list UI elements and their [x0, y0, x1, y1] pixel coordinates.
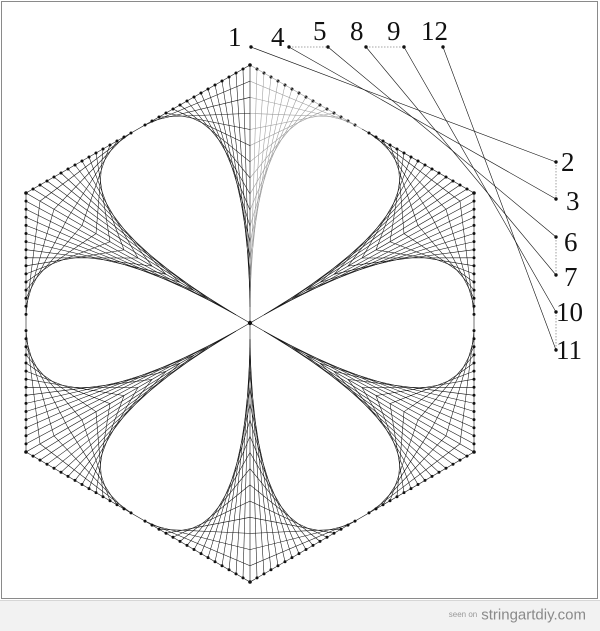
- guide-thread: [251, 47, 556, 162]
- guide-pin: [554, 273, 557, 276]
- guide-pin: [554, 160, 557, 163]
- guide-thread: [289, 47, 556, 199]
- thread-line: [250, 97, 306, 194]
- thread-line: [82, 388, 138, 485]
- guide-pin: [287, 45, 290, 48]
- thread-line: [250, 521, 355, 566]
- string-art-diagram: 1 4 5 8 9 12 2 3 6 7 10 11: [0, 0, 600, 600]
- guide-thread: [404, 47, 556, 312]
- guide-pin: [554, 197, 557, 200]
- sequence-label-8: 8: [350, 16, 364, 46]
- thread-line: [250, 453, 306, 550]
- guide-pin: [554, 235, 557, 238]
- sequence-label-11: 11: [556, 335, 582, 365]
- outline-line: [26, 129, 138, 193]
- tip-dot: [248, 580, 252, 584]
- thread-line: [390, 153, 404, 242]
- sequence-label-2: 2: [561, 147, 575, 177]
- guide-pin: [249, 45, 252, 48]
- site-credit: seen on stringartdiy.com: [449, 606, 586, 624]
- thread-line: [40, 133, 131, 201]
- sequence-label-4: 4: [271, 22, 285, 52]
- thread-line: [180, 105, 250, 162]
- thread-line: [145, 521, 250, 566]
- thread-line: [40, 444, 131, 513]
- thread-line: [145, 81, 250, 125]
- credit-prefix: seen on: [449, 610, 477, 619]
- border-frame: [2, 2, 598, 599]
- thread-line: [390, 404, 404, 493]
- thread-line: [250, 81, 355, 125]
- tip-dot: [24, 450, 28, 454]
- flower-pattern: [24, 63, 476, 584]
- thread-line: [369, 444, 460, 513]
- guide-thread: [366, 47, 556, 275]
- thread-line: [250, 105, 320, 162]
- thread-line: [250, 101, 313, 178]
- thread-line: [82, 161, 138, 258]
- tip-dot: [248, 63, 252, 67]
- thread-line: [383, 428, 432, 505]
- guide-pin: [402, 45, 405, 48]
- thread-line: [194, 97, 250, 194]
- tip-dot: [472, 191, 476, 195]
- center-dot: [248, 321, 252, 325]
- thread-line: [362, 161, 418, 258]
- sequence-label-3: 3: [566, 186, 580, 216]
- guide-pin: [326, 45, 329, 48]
- thread-line: [194, 453, 250, 550]
- outline-line: [362, 129, 474, 193]
- guide-thread: [443, 47, 556, 350]
- sequence-label-7: 7: [564, 262, 578, 292]
- thread-line: [383, 141, 432, 217]
- credit-site: stringartdiy.com: [481, 606, 586, 623]
- sequence-label-9: 9: [387, 16, 401, 46]
- thread-line: [96, 404, 110, 493]
- sequence-label-1: 1: [228, 22, 242, 52]
- guide-pin: [364, 45, 367, 48]
- outline-line: [250, 65, 362, 129]
- sequence-label-10: 10: [556, 297, 583, 327]
- guide-thread: [328, 47, 556, 237]
- footer-bar: seen on stringartdiy.com: [0, 600, 600, 631]
- sequence-label-5: 5: [313, 16, 327, 46]
- sequence-label-6: 6: [564, 227, 578, 257]
- thread-line: [96, 153, 110, 242]
- outline-line: [138, 517, 250, 582]
- thread-line: [187, 101, 250, 178]
- outline-line: [138, 65, 250, 129]
- thread-line: [159, 113, 250, 117]
- sequence-label-12: 12: [421, 16, 448, 46]
- outline-line: [250, 517, 362, 582]
- thread-line: [152, 97, 250, 121]
- thread-line: [250, 97, 348, 121]
- tip-dot: [472, 450, 476, 454]
- thread-line: [68, 428, 117, 505]
- tip-dot: [24, 191, 28, 195]
- thread-line: [68, 141, 117, 217]
- thread-line: [362, 388, 418, 485]
- thread-line: [250, 113, 341, 117]
